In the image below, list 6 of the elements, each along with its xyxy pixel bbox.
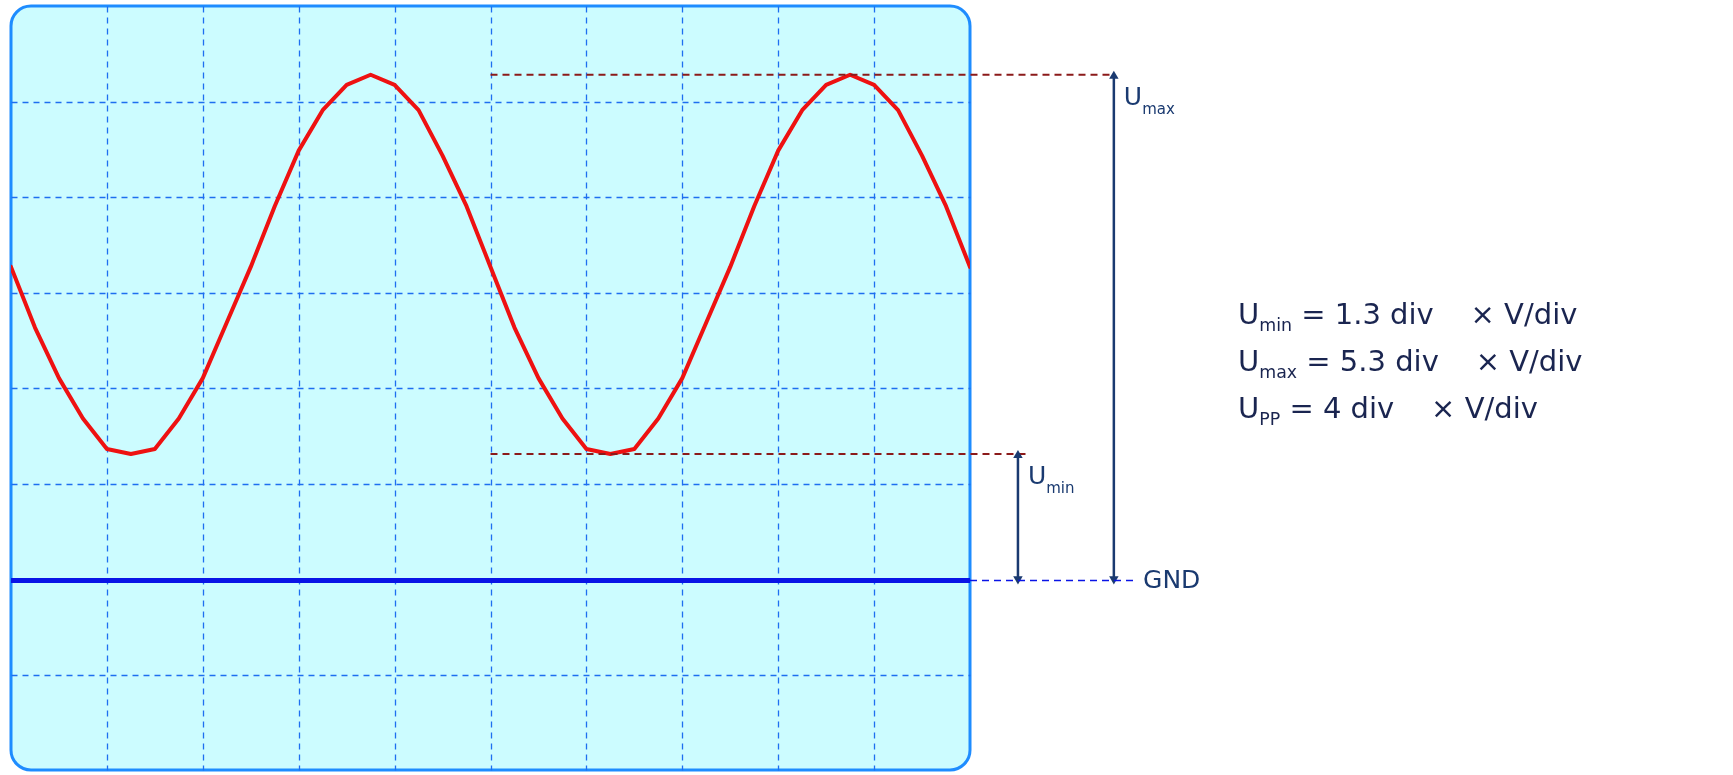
ref-line-label: GND bbox=[1143, 565, 1201, 595]
ref-line-label: U$_{min}$ bbox=[1027, 460, 1075, 497]
ref-line-label: U$_{max}$ bbox=[1123, 81, 1175, 118]
text: U$_{min}$ = 1.3 div × V/div bbox=[1238, 296, 1579, 337]
text: U$_{max}$ = 5.3 div × V/div bbox=[1238, 342, 1583, 384]
text: U$_{PP}$ = 4 div × V/div bbox=[1238, 389, 1539, 431]
